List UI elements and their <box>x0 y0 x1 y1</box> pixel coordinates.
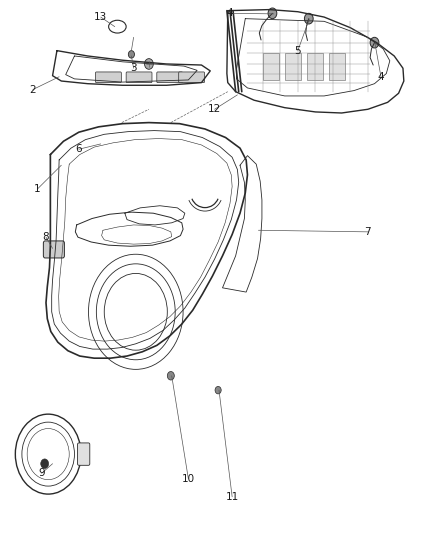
Text: 2: 2 <box>29 85 36 94</box>
Circle shape <box>370 37 379 48</box>
Text: 10: 10 <box>182 474 195 483</box>
Text: 7: 7 <box>364 227 371 237</box>
Text: 6: 6 <box>75 144 82 154</box>
FancyBboxPatch shape <box>179 72 205 83</box>
Bar <box>307 53 323 80</box>
FancyBboxPatch shape <box>78 443 90 465</box>
Text: 3: 3 <box>130 63 137 73</box>
FancyBboxPatch shape <box>95 72 121 83</box>
Text: 9: 9 <box>38 469 45 478</box>
Circle shape <box>215 386 221 394</box>
Circle shape <box>268 8 277 19</box>
Circle shape <box>41 459 49 469</box>
Bar <box>263 53 279 80</box>
Circle shape <box>167 372 174 380</box>
FancyBboxPatch shape <box>43 241 64 258</box>
Text: 4: 4 <box>226 9 233 18</box>
Text: 11: 11 <box>226 492 239 502</box>
Circle shape <box>304 13 313 24</box>
Text: 5: 5 <box>294 46 301 55</box>
Circle shape <box>145 59 153 69</box>
Text: 13: 13 <box>94 12 107 22</box>
Text: 1: 1 <box>34 184 41 194</box>
FancyBboxPatch shape <box>157 72 183 83</box>
Bar <box>285 53 301 80</box>
Text: 8: 8 <box>42 232 49 242</box>
Text: 4: 4 <box>378 72 385 82</box>
Circle shape <box>128 51 134 58</box>
Text: 12: 12 <box>208 104 221 114</box>
FancyBboxPatch shape <box>126 72 152 83</box>
Bar <box>328 53 345 80</box>
